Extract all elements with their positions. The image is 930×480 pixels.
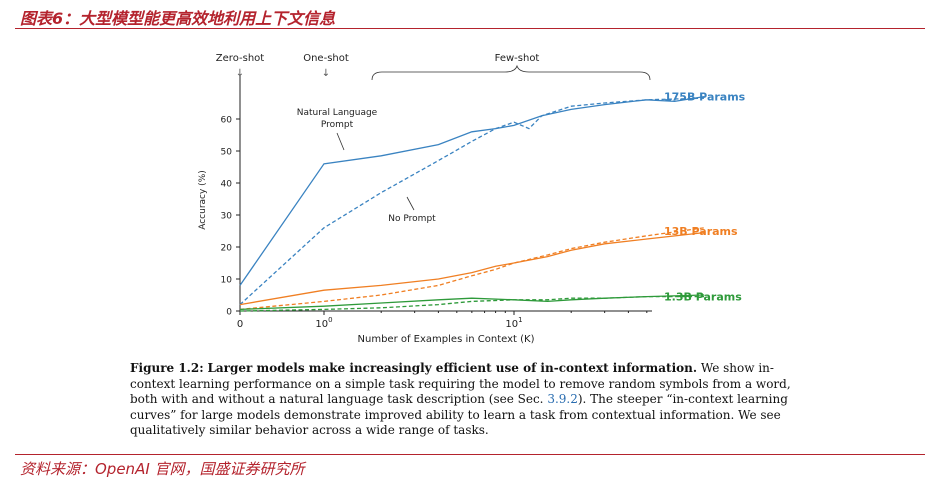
header-divider — [15, 28, 925, 29]
header-title: 图表6：大型模型能更高效地利用上下文信息 — [20, 9, 336, 28]
y-tick-label: 50 — [221, 148, 233, 158]
legend-label-1-3b-params: 1.3B Params — [664, 291, 742, 304]
y-tick-label: 10 — [221, 276, 233, 286]
footer-source: 资料来源：OpenAI 官网，国盛证券研究所 — [20, 460, 305, 478]
legend-label-13b-params: 13B Params — [664, 225, 738, 238]
few-shot-label: Few-shot — [495, 53, 540, 64]
zero-shot-arrow: ↓ — [236, 68, 244, 79]
y-tick-label: 30 — [221, 212, 233, 222]
legend-label-175b-params: 175B Params — [664, 91, 746, 104]
y-tick-label: 0 — [226, 308, 232, 318]
series-line-175b-params-solid — [239, 95, 705, 286]
x-tick-label: 100 — [315, 316, 332, 330]
y-tick-label: 40 — [221, 180, 233, 190]
x-tick-label: 101 — [505, 316, 522, 330]
one-shot-label: One-shot — [303, 53, 349, 64]
series-line-175b-params-dashed — [239, 97, 705, 306]
no-prompt-annotation: No Prompt — [388, 214, 436, 224]
caption-label: Figure 1.2: — [130, 361, 204, 375]
caption-bold: Larger models make increasingly efficien… — [207, 361, 698, 375]
few-shot-brace — [371, 64, 651, 81]
y-tick-label: 20 — [221, 244, 233, 254]
series-line-1-3b-params-dashed — [239, 295, 704, 312]
chart: 0 10 20 30 40 50 60 0 100 101 Number of Examples i… — [198, 53, 746, 345]
series-line-13b-params-dashed — [239, 227, 705, 311]
one-shot-arrow: ↓ — [322, 68, 330, 79]
caption-text-1: We show in-context learning performance … — [130, 361, 791, 407]
footer-divider — [15, 454, 925, 455]
x-axis-label: Number of Examples in Context (K) — [358, 334, 535, 345]
y-tick-label: 60 — [221, 116, 233, 126]
caption-text-2: ). The steeper “in-context learning curv… — [130, 392, 788, 438]
x-tick-label: 0 — [237, 319, 243, 330]
natural-prompt-annotation: Natural Language — [297, 108, 378, 118]
zero-shot-label: Zero-shot — [216, 53, 264, 64]
series-line-1-3b-params-solid — [239, 294, 705, 311]
caption-reference-link[interactable]: 3.9.2 — [547, 392, 578, 407]
natural-prompt-annotation-line2: Prompt — [321, 120, 354, 130]
y-axis-label: Accuracy (%) — [198, 170, 208, 230]
series-line-13b-params-solid — [239, 231, 705, 306]
no-prompt-pointer — [406, 196, 415, 211]
figure-caption: Figure 1.2: Larger models make increasin… — [130, 361, 810, 439]
natural-prompt-pointer — [336, 132, 345, 151]
